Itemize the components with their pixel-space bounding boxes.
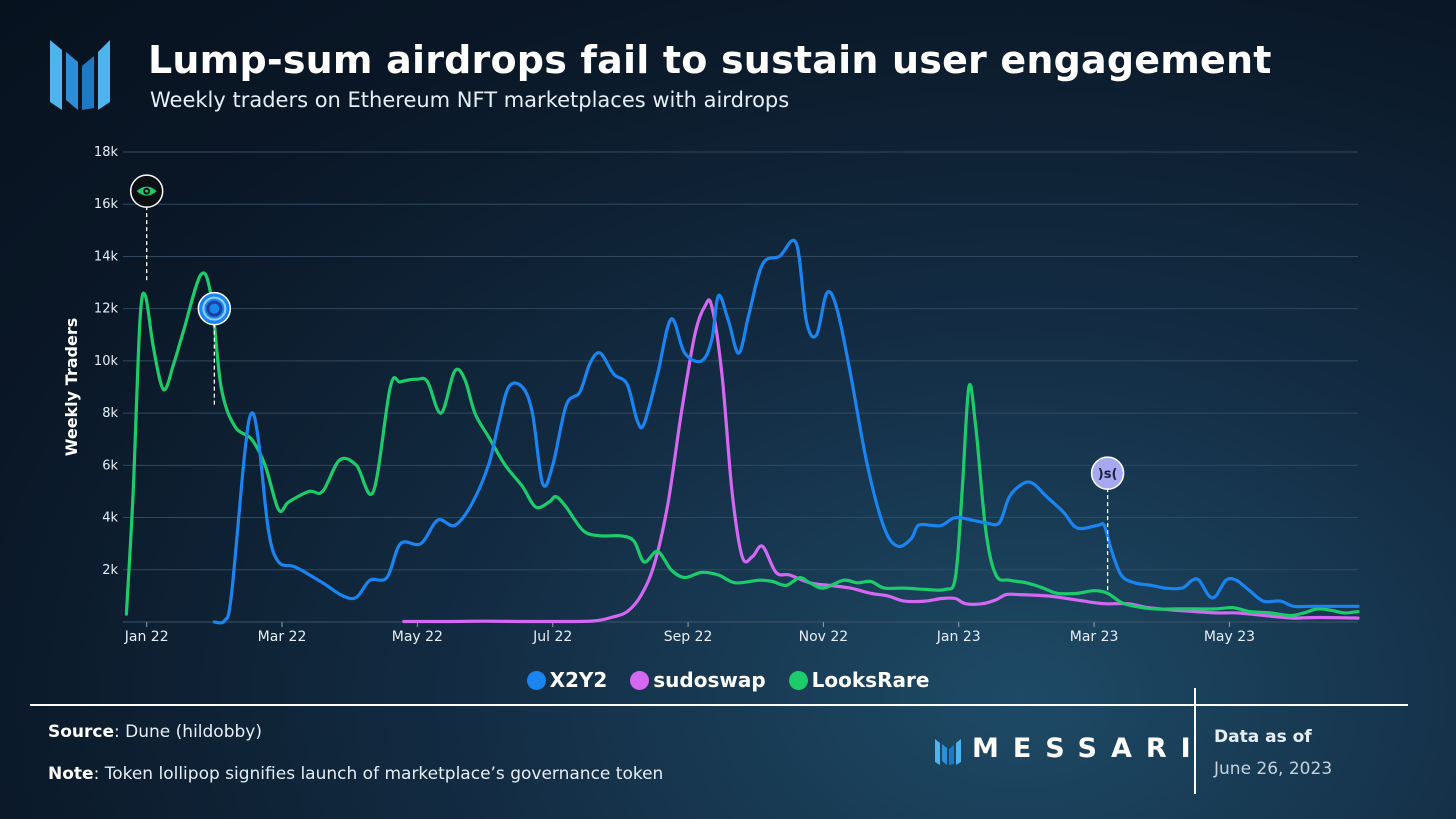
source-text: : Dune (hildobby) bbox=[114, 722, 262, 742]
line-chart: 2k 4k 6k 8k 10k 12k 14k 16k 18k Jan 22 Mar 22 May … bbox=[62, 145, 1360, 645]
series-lines bbox=[124, 238, 1360, 625]
data-as-of-label: Data as of bbox=[1214, 727, 1312, 747]
series-line-sudoswap bbox=[402, 298, 1360, 624]
x-tick-label: Nov 22 bbox=[799, 629, 849, 645]
eye-center bbox=[145, 189, 149, 193]
source-line: Source: Dune (hildobby) bbox=[48, 722, 262, 742]
chart-subtitle: Weekly traders on Ethereum NFT marketpla… bbox=[150, 88, 790, 112]
y-tick-label: 2k bbox=[102, 563, 118, 578]
y-tick-label: 16k bbox=[94, 197, 119, 212]
source-label: Source bbox=[48, 722, 115, 742]
x-tick-label: Jul 22 bbox=[532, 629, 572, 645]
series-line-looksrare bbox=[124, 271, 1360, 618]
y-tick-label: 8k bbox=[102, 406, 118, 421]
y-tick-label: 6k bbox=[102, 458, 118, 473]
legend-item-x2y2: X2Y2 bbox=[526, 667, 608, 692]
ring-inner bbox=[206, 300, 223, 317]
y-tick-label: 14k bbox=[94, 249, 119, 264]
messari-wordmark: MESSARI bbox=[972, 733, 1205, 764]
x-tick-label: Jan 23 bbox=[936, 629, 981, 645]
note-text: : Token lollipop signifies launch of mar… bbox=[93, 764, 664, 784]
y-tick-label: 4k bbox=[102, 511, 118, 526]
note-label: Note bbox=[48, 764, 94, 784]
legend-label-x2y2: X2Y2 bbox=[549, 667, 608, 692]
y-tick-label: 18k bbox=[94, 145, 119, 160]
legend-dot-x2y2 bbox=[526, 670, 546, 690]
x-tick-label: Sep 22 bbox=[664, 629, 713, 645]
lollipop-head bbox=[1090, 456, 1125, 490]
y-tick-label: 10k bbox=[94, 354, 119, 369]
chart-legend: X2Y2 sudoswap LooksRare bbox=[0, 666, 1456, 692]
x-axis-ticks: Jan 22 Mar 22 May 22 Jul 22 Sep 22 Nov 22 Jan … bbox=[124, 622, 1255, 645]
token-launch-annotations: )s( bbox=[129, 174, 1125, 591]
y-tick-label: 12k bbox=[94, 302, 119, 317]
series-line-x2y2 bbox=[212, 238, 1360, 625]
y-axis-label: Weekly Traders bbox=[62, 318, 81, 456]
x-tick-label: Jan 22 bbox=[124, 629, 169, 645]
x-tick-label: Mar 22 bbox=[258, 629, 307, 645]
grid-lines bbox=[123, 151, 1358, 623]
footer-divider-vertical bbox=[1194, 688, 1196, 794]
y-axis-ticks: 2k 4k 6k 8k 10k 12k 14k 16k 18k bbox=[94, 145, 119, 578]
legend-item-looksrare: LooksRare bbox=[788, 667, 930, 692]
messari-logo-icon bbox=[50, 40, 110, 110]
chart-title: Lump-sum airdrops fail to sustain user e… bbox=[148, 38, 1272, 82]
legend-item-sudoswap: sudoswap bbox=[630, 667, 766, 692]
legend-label-sudoswap: sudoswap bbox=[653, 667, 766, 692]
ring-outer bbox=[202, 296, 227, 321]
x-tick-label: May 22 bbox=[392, 629, 443, 645]
looksrare-eye-icon bbox=[129, 174, 164, 283]
x-tick-label: May 23 bbox=[1204, 629, 1255, 645]
legend-dot-looksrare bbox=[788, 670, 808, 690]
legend-dot-sudoswap bbox=[630, 670, 650, 690]
note-line: Note: Token lollipop signifies launch of… bbox=[48, 764, 663, 784]
data-as-of-date: June 26, 2023 bbox=[1214, 759, 1333, 779]
footer-divider-horizontal bbox=[30, 704, 1408, 706]
sudoswap-logo-icon: )s( bbox=[1090, 456, 1125, 591]
legend-label-looksrare: LooksRare bbox=[811, 667, 930, 692]
x-tick-label: Mar 23 bbox=[1070, 629, 1119, 645]
messari-brand-icon bbox=[935, 739, 961, 765]
x2y2-ring-icon bbox=[197, 291, 232, 406]
sudoswap-logo-text: )s( bbox=[1098, 467, 1118, 482]
